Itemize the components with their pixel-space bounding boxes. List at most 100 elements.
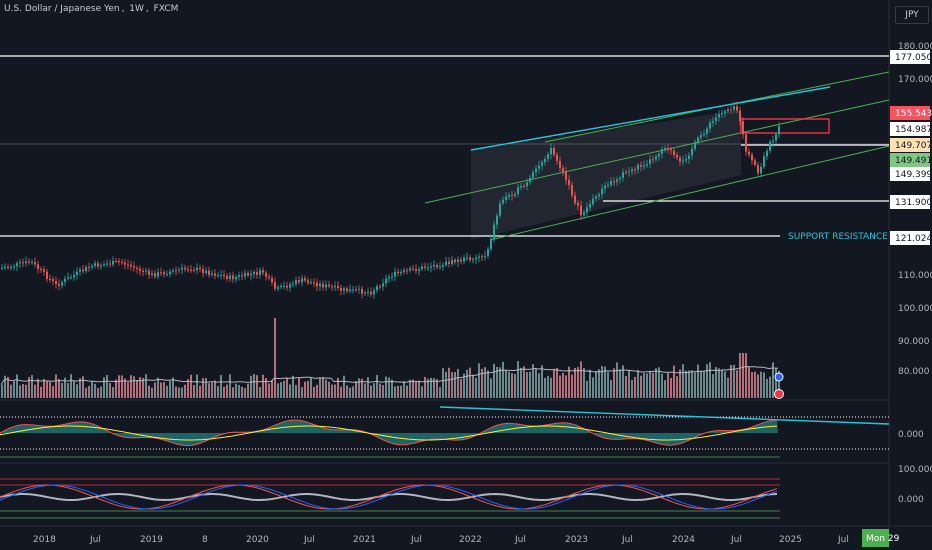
candle-body: [628, 171, 630, 173]
candle-body: [577, 202, 579, 206]
candle-body: [655, 156, 657, 160]
candle-body: [745, 134, 747, 152]
candle-body: [100, 265, 102, 267]
support-resistance-annotation[interactable]: SUPPORT RESISTANCE SPLIT: [788, 232, 916, 242]
time-label: 2020: [246, 535, 269, 545]
candle-body: [247, 272, 249, 276]
volume-bar: [70, 374, 72, 398]
candle-body: [13, 266, 15, 268]
candle-body: [400, 271, 402, 274]
candle-body: [748, 151, 750, 155]
volume-bar: [643, 373, 645, 398]
symbol-title[interactable]: U.S. Dollar / Japanese Yen, 1W, FXCM: [4, 4, 179, 14]
candle-body: [556, 154, 558, 161]
volume-bar: [205, 378, 207, 398]
osc2-histogram: [0, 492, 778, 502]
candle-body: [610, 181, 612, 186]
volume-bar: [343, 375, 345, 398]
price-tick: 110.000: [898, 271, 932, 281]
candle-body: [265, 272, 267, 277]
channel-middle[interactable]: [424, 99, 890, 204]
volume-bar: [91, 381, 93, 398]
candle-body: [214, 273, 216, 276]
volume-bar: [451, 371, 453, 398]
candle-body: [337, 286, 339, 288]
candle-body: [40, 268, 42, 270]
volume-bar: [415, 380, 417, 398]
volume-bar: [175, 386, 177, 398]
trendline-cyan[interactable]: [470, 86, 831, 151]
candle-body: [742, 121, 744, 135]
volume-bar: [304, 381, 306, 398]
candle-body: [724, 111, 726, 114]
price-axis[interactable]: 180.000 170.000 110.000 100.000 90.000 8…: [898, 42, 932, 377]
candle-body: [382, 283, 384, 287]
time-axis[interactable]: 2018 Jul 2019 8 2020 Jul 2021 Jul 2022 J…: [33, 535, 849, 545]
candle-body: [148, 270, 150, 275]
volume-bar: [436, 379, 438, 398]
channel-lower[interactable]: [489, 145, 890, 241]
volume-bar: [622, 365, 624, 398]
currency-button[interactable]: JPY: [895, 6, 929, 24]
candle-body: [460, 259, 462, 262]
candle-body: [532, 172, 534, 178]
volume-bar: [640, 375, 642, 398]
volume-bar: [208, 383, 210, 398]
volume-bar: [676, 376, 678, 398]
candle-body: [67, 277, 69, 279]
candle-body: [352, 289, 354, 291]
candle-body: [358, 288, 360, 290]
candle-body: [472, 259, 474, 261]
candle-body: [496, 215, 498, 225]
volume-bar: [751, 372, 753, 398]
candle-body: [31, 262, 33, 264]
volume-bar: [709, 362, 711, 398]
alert-marker-icon[interactable]: [774, 389, 784, 399]
volume-bar: [520, 367, 522, 398]
volume-bar: [256, 375, 258, 398]
volume-bar: [1, 384, 3, 398]
candle-body: [310, 282, 312, 284]
candle-body: [412, 268, 414, 270]
candle-body: [544, 158, 546, 163]
candle-body: [334, 286, 336, 288]
volume-bar: [733, 364, 735, 398]
volume-bar: [283, 380, 285, 398]
volume-bar: [118, 375, 120, 398]
volume-bar: [739, 353, 741, 398]
candle-body: [463, 257, 465, 262]
volume-bar: [568, 366, 570, 398]
volume-bar: [427, 378, 429, 398]
candle-body: [217, 275, 219, 277]
volume-bar: [724, 371, 726, 398]
volume-bar: [361, 378, 363, 398]
candle-body: [184, 267, 186, 270]
candle-body: [592, 198, 594, 205]
volume-bar: [760, 371, 762, 398]
candle-body: [331, 286, 333, 288]
candle-body: [478, 256, 480, 258]
candle-body: [397, 271, 399, 274]
volume-bar: [127, 382, 129, 398]
volume-bar: [649, 370, 651, 398]
volume-bar: [250, 375, 252, 398]
candle-body: [88, 267, 90, 269]
time-label: Jul: [514, 535, 526, 545]
price-tick: 90.000: [898, 337, 930, 347]
price-label-bg: [890, 195, 930, 209]
candle-body: [751, 154, 753, 161]
osc1-trendline[interactable]: [439, 406, 890, 425]
volume-flag-icon[interactable]: [774, 372, 784, 382]
volume-bar: [481, 368, 483, 398]
volume-bar: [517, 361, 519, 398]
candle-body: [196, 267, 198, 271]
volume-bar: [667, 373, 669, 398]
resistance-box[interactable]: [740, 118, 830, 134]
volume-bar: [691, 370, 693, 398]
osc1-zero-label: 0.000: [898, 430, 924, 440]
candle-body: [457, 259, 459, 263]
volume-bar: [238, 384, 240, 398]
candle-body: [205, 270, 207, 274]
